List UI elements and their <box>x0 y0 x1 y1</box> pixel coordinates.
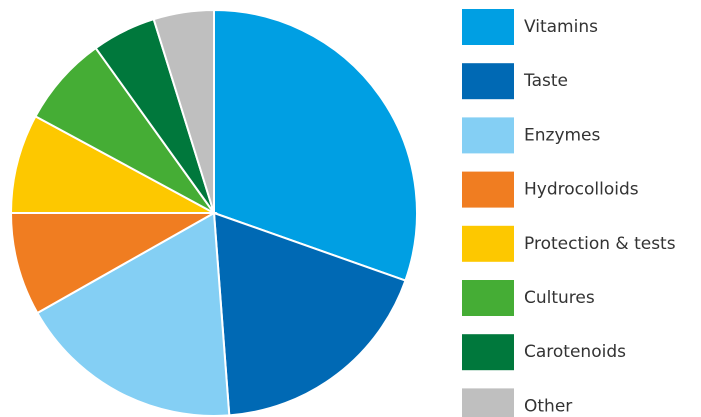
legend-swatch <box>462 117 514 154</box>
legend-label: Other <box>524 396 572 416</box>
legend-swatch <box>462 225 514 262</box>
legend-label: Enzymes <box>524 125 601 145</box>
legend-swatch <box>462 334 514 371</box>
legend-swatch <box>462 280 514 316</box>
pie-slice <box>9 114 215 214</box>
pie-slice <box>35 211 231 417</box>
pie-slice <box>9 212 218 315</box>
legend-swatch <box>462 63 514 100</box>
legend-swatch <box>462 9 514 45</box>
legend-label: Protection & tests <box>524 234 676 254</box>
legend-label: Vitamins <box>524 17 598 37</box>
pie-slice <box>152 8 215 214</box>
legend-swatch <box>462 171 514 208</box>
legend-label: Taste <box>523 71 568 91</box>
legend-label: Carotenoids <box>524 342 626 362</box>
legend-label: Hydrocolloids <box>524 180 639 200</box>
legend-label: Cultures <box>524 288 595 308</box>
legend-swatch <box>462 388 514 417</box>
pie-slice <box>212 211 407 417</box>
pie-slice <box>213 8 418 282</box>
